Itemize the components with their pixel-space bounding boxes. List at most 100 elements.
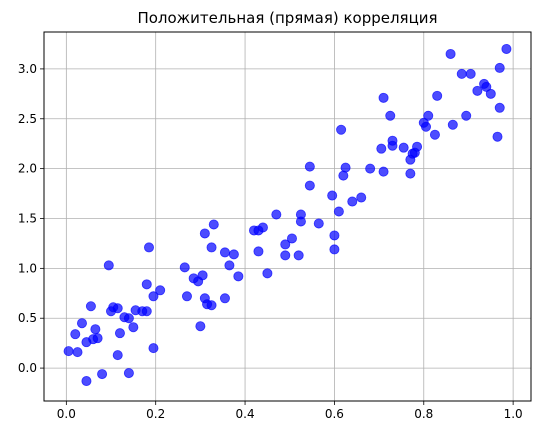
scatter-point (123, 313, 134, 324)
scatter-point (313, 218, 324, 229)
y-tick-label: 0.0 (18, 361, 37, 375)
scatter-point (329, 244, 340, 255)
scatter-point (280, 239, 291, 250)
scatter-point (271, 209, 282, 220)
scatter-point (412, 141, 423, 152)
scatter-point (494, 102, 505, 113)
chart-title: Положительная (прямая) корреляция (137, 9, 437, 27)
x-tick-label: 0.2 (146, 407, 165, 421)
scatter-point (501, 43, 512, 54)
scatter-point (385, 110, 396, 121)
scatter-point (447, 119, 458, 130)
scatter-point (208, 219, 219, 230)
scatter-point (327, 190, 338, 201)
scatter-point (114, 328, 125, 339)
scatter-point (141, 279, 152, 290)
scatter-point (179, 262, 190, 273)
x-tick-label: 0.4 (236, 407, 255, 421)
scatter-point (421, 121, 432, 132)
scatter-point (228, 249, 239, 260)
scatter-point (429, 129, 440, 140)
y-axis: 0.0 0.5 1.0 1.5 2.0 2.5 3.0 (18, 62, 44, 375)
y-tick-label: 1.0 (18, 261, 37, 275)
scatter-point (219, 247, 230, 258)
x-axis: 0.0 0.2 0.4 0.6 0.8 1.0 (57, 401, 523, 421)
scatter-point (340, 162, 351, 173)
x-tick-label: 0.6 (325, 407, 344, 421)
scatter-point (181, 291, 192, 302)
scatter-point (378, 92, 389, 103)
scatter-point (197, 270, 208, 281)
scatter-point (286, 233, 297, 244)
scatter-point (465, 68, 476, 79)
y-tick-label: 2.0 (18, 162, 37, 176)
x-tick-label: 1.0 (504, 407, 523, 421)
scatter-point (123, 368, 134, 379)
scatter-point (128, 322, 139, 333)
scatter-point (492, 131, 503, 142)
scatter-point (112, 303, 123, 314)
scatter-point (333, 206, 344, 217)
scatter-point (253, 225, 264, 236)
scatter-point (304, 180, 315, 191)
scatter-point (199, 228, 210, 239)
scatter-point (494, 62, 505, 73)
scatter-point (347, 196, 358, 207)
scatter-point (398, 142, 409, 153)
y-tick-label: 3.0 (18, 62, 37, 76)
scatter-point (481, 81, 492, 92)
scatter-point (485, 88, 496, 99)
scatter-point (112, 350, 123, 361)
scatter-point (81, 376, 92, 387)
scatter-point (85, 301, 96, 312)
scatter-point (295, 216, 306, 227)
scatter-point (233, 271, 244, 282)
scatter-point (206, 242, 217, 253)
y-tick-label: 1.5 (18, 211, 37, 225)
scatter-point (195, 321, 206, 332)
scatter-point (329, 230, 340, 241)
scatter-point (155, 285, 166, 296)
scatter-point (456, 68, 467, 79)
scatter-point (253, 246, 264, 257)
scatter-point (336, 124, 347, 135)
scatter-point (90, 324, 101, 335)
scatter-point (206, 300, 217, 311)
scatter-point (63, 346, 74, 357)
scatter-point (143, 242, 154, 253)
scatter-point (387, 140, 398, 151)
scatter-point (378, 166, 389, 177)
plot-frame (43, 31, 532, 402)
scatter-point (432, 90, 443, 101)
scatter-point (461, 110, 472, 121)
scatter-point (141, 306, 152, 317)
y-tick-label: 2.5 (18, 112, 37, 126)
scatter-point (103, 260, 114, 271)
scatter-point (376, 143, 387, 154)
scatter-point (304, 161, 315, 172)
scatter-point (445, 48, 456, 59)
x-tick-label: 0.0 (57, 407, 76, 421)
scatter-point (293, 250, 304, 261)
scatter-point (97, 369, 108, 380)
scatter-point (280, 250, 291, 261)
scatter-point (219, 293, 230, 304)
data-points (63, 43, 512, 387)
scatter-point (70, 329, 81, 340)
grid (44, 32, 531, 401)
scatter-point (92, 333, 103, 344)
x-tick-label: 0.8 (414, 407, 433, 421)
scatter-point (148, 291, 159, 302)
scatter-point (72, 347, 83, 358)
scatter-point (472, 85, 483, 96)
scatter-point (365, 163, 376, 174)
scatter-point (405, 168, 416, 179)
scatter-point (423, 110, 434, 121)
y-tick-label: 0.5 (18, 311, 37, 325)
scatter-point (224, 260, 235, 271)
scatter-point (356, 192, 367, 203)
scatter-point (148, 343, 159, 354)
scatter-point (262, 268, 273, 279)
scatter-point (76, 318, 87, 329)
